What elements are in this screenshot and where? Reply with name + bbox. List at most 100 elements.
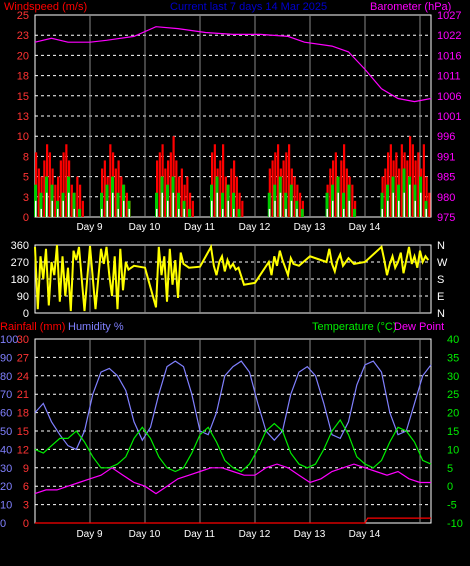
pressure-tick: 1022 [437,30,461,42]
gust-bar [238,192,241,217]
rainfall-tick: 27 [17,352,29,364]
gust-bar [76,176,79,217]
pressure-tick: 980 [437,192,455,204]
humidity-header: Humidity % [68,321,124,333]
avg-wind-bar [177,192,180,217]
day-label: Day 13 [294,222,326,233]
temperature-tick: -10 [447,518,463,530]
humidity-tick: 50 [0,426,12,438]
wind-bar [332,200,334,217]
wind-bar [172,192,174,217]
pressure-tick: 1001 [437,111,461,123]
gust-bar [343,144,346,217]
gust-bar [54,184,57,217]
gust-bar [329,168,332,217]
wind-bar [233,208,235,217]
wind-bar [227,200,229,217]
gust-bar [345,168,348,217]
wind-bar [381,208,383,217]
rainfall-tick: 0 [23,518,29,530]
avg-wind-bar [221,192,224,217]
gust-bar [384,168,387,217]
wind-bar [425,208,427,217]
gust-bar [428,192,431,217]
gust-bar [230,168,233,217]
gust-bar [158,152,161,217]
wind-bar [337,192,339,217]
compass-tick: N [437,240,445,252]
wind-bar [343,208,345,217]
rainfall-tick: 3 [23,500,29,512]
windspeed-tick: 13 [17,111,29,123]
wind-bar [290,200,293,217]
wind-bar [106,200,108,217]
temperature-tick: 15 [447,426,459,438]
gust-bar [417,152,420,217]
avg-wind-bar [100,192,103,217]
gust-bar [219,160,222,217]
gust-bar [43,160,46,217]
gust-bar [224,176,227,217]
wind-bar [211,200,213,217]
rainfall-tick: 18 [17,408,29,420]
temperature-tick: -5 [447,500,457,512]
gust-bar [59,160,62,217]
wind-bar [112,192,114,217]
wind-bar [409,184,411,217]
chart-title: Current last 7 days 14 Mar 2025 [170,1,327,13]
rainfall-tick: 21 [17,389,29,401]
temperature-tick: 40 [447,334,459,346]
gust-bar [169,152,172,217]
avg-wind-bar [267,192,271,217]
avg-wind-bar [188,208,191,217]
gust-bar [37,168,40,217]
temperature-line [34,418,432,473]
windspeed-tick: 23 [17,30,29,42]
avg-wind-bar [380,192,384,217]
avg-wind-bar [342,192,345,217]
gust-bar [334,152,337,217]
barometer-header: Barometer (hPa) [370,1,451,13]
rainfall-tick: 24 [17,371,29,383]
humidity-tick: 100 [0,334,18,346]
avg-wind-bar [116,192,120,217]
gust-bar [114,168,117,217]
avg-wind-bar [232,192,235,217]
day-label: Day 9 [76,529,103,540]
gust-bar [125,192,128,217]
rainfall-header: Rainfall (mm) [0,321,65,333]
gust-bar [70,184,73,217]
wind-bar [178,208,180,217]
wind-bar [420,192,422,217]
temperature-tick: 30 [447,371,459,383]
gust-bar [120,176,123,217]
rainfall-line [35,517,431,524]
wind-bar [68,192,70,217]
gust-bar [241,200,244,217]
direction-tick: 270 [11,257,29,269]
wind-bar [279,192,282,217]
wind-bar [183,208,185,217]
rainfall-tick: 15 [17,426,29,438]
gust-bar [189,192,192,217]
day-label: Day 14 [349,222,381,233]
windspeed-header: Windspeed (m/s) [4,1,87,13]
gust-bar [299,192,302,217]
windspeed-tick: 0 [23,212,29,224]
gust-bar [186,176,189,217]
pressure-tick: 996 [437,131,455,143]
pressure-line [34,26,432,103]
humidity-tick: 90 [0,352,12,364]
avg-wind-bar [155,192,158,217]
gust-bar [103,160,106,217]
gust-bar [117,160,120,217]
wind-bar [117,208,119,217]
dewpoint-line [34,463,431,495]
wind-bar [101,208,103,217]
humidity-tick: 60 [0,408,12,420]
wind-bar [62,200,64,217]
gust-bar [213,144,216,217]
gust-bar [57,176,60,217]
rainfall-tick: 9 [23,463,29,475]
